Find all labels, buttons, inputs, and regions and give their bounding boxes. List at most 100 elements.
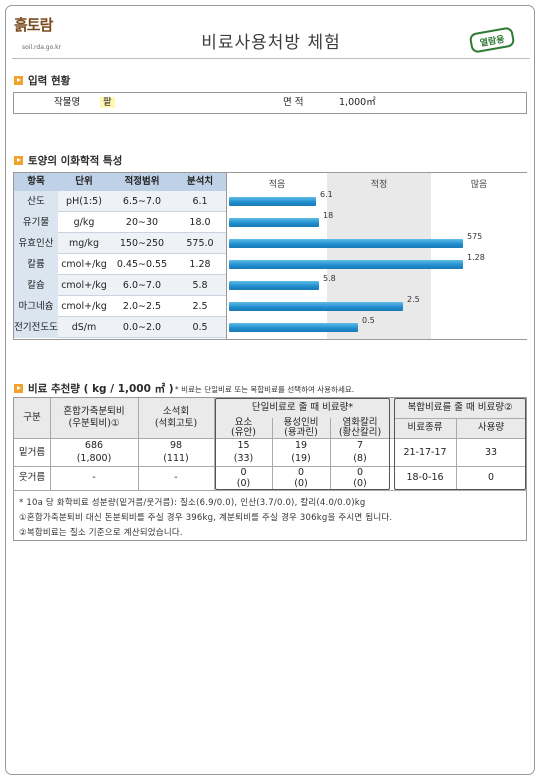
lime-header-line1: 소석회 (162, 406, 190, 417)
compound-type-header: 비료종류 (407, 422, 443, 433)
lime-header-line2: (석회고토) (154, 418, 198, 429)
high-zone (431, 173, 527, 339)
soil-cell-name: 칼슘 (14, 275, 58, 296)
soil-bar (229, 281, 319, 290)
soil-cell-range: 6.0∼7.0 (122, 280, 162, 291)
soil-row: 전기전도도 dS/m 0.0∼2.0 0.5 (14, 317, 226, 338)
soil-bar-label: 575 (467, 231, 483, 241)
top-dressing-potash-alt: (0) (353, 478, 367, 489)
phosphate-header-line1: 용성인비 (283, 417, 319, 428)
top-dressing-phosphate-alt: (0) (294, 478, 308, 489)
soil-section-title: 토양의 이화학적 특성 (14, 153, 122, 168)
fertilizer-section-title: 비료 추천량 ( kg / 1,000 ㎡ ) (14, 381, 174, 396)
grid-line (14, 490, 526, 491)
soil-row: 산도 pH(1:5) 6.5∼7.0 6.1 (14, 191, 226, 212)
soil-cell-value: 6.1 (192, 196, 208, 207)
top-dressing-phosphate-value: 0 (297, 467, 305, 478)
soil-cell-name: 마그네슘 (14, 296, 58, 317)
soil-table-header: 항목 단위 적정범위 분석치 (14, 173, 226, 192)
single-fertilizer-group (215, 398, 390, 490)
basal-compound-amount: 33 (484, 447, 498, 458)
grid-line (14, 438, 526, 439)
crop-value: 팥 (100, 97, 115, 108)
soil-bar (229, 239, 463, 248)
basal-manure-alt: (1,800) (76, 453, 112, 464)
area-label: 면 적 (283, 97, 304, 108)
logo-url: soil.rda.go.kr (22, 44, 62, 51)
basal-phosphate-alt: (19) (291, 453, 311, 464)
manure-header-line1: 혼합가축분퇴비 (63, 406, 125, 417)
soil-cell-value: 1.28 (189, 259, 211, 270)
single-fertilizer-header: 단일비료로 줄 때 비료량* (251, 402, 354, 413)
section-bullet-icon (14, 156, 23, 165)
soil-bar-label: 2.5 (407, 294, 420, 304)
phosphate-header-line2: (용과린) (284, 427, 318, 438)
soil-cell-name: 칼륨 (14, 254, 58, 275)
footnote-manure-alternatives: ①혼합가축분퇴비 대신 돈분퇴비를 주실 경우 396kg, 계분퇴비를 주실 … (19, 513, 393, 523)
basal-lime-value: 98 (169, 440, 183, 451)
soil-header-item: 항목 (27, 176, 45, 187)
input-section-title: 입력 현황 (14, 73, 70, 88)
crop-value-wrap: 팥 (100, 93, 115, 113)
scale-optimal-label: 적정 (370, 180, 388, 190)
soil-bar-label: 18 (323, 210, 334, 220)
grid-line (14, 466, 526, 467)
grid-line (214, 398, 215, 490)
soil-cell-range: 2.0∼2.5 (122, 301, 162, 312)
soil-cell-range: 0.45∼0.55 (116, 259, 168, 270)
soil-cell-unit: cmol+/kg (61, 280, 107, 291)
soil-cell-value: 0.5 (192, 322, 208, 333)
urea-header-line2: (유안) (231, 427, 256, 438)
soil-header-value: 분석치 (186, 176, 214, 187)
soil-bar (229, 302, 403, 311)
top-dressing-potash-value: 0 (356, 467, 364, 478)
fertilizer-section-label: 비료 추천량 ( kg / 1,000 ㎡ ) (28, 383, 174, 395)
basal-potash-value: 7 (356, 440, 364, 451)
soil-bar (229, 197, 316, 206)
soil-bar-label: 0.5 (362, 315, 375, 325)
site-logo[interactable]: 흙토람 soil.rda.go.kr (14, 14, 78, 54)
page-frame (5, 5, 535, 775)
page-title: 비료사용처방 체험 (201, 33, 341, 53)
basal-phosphate-value: 19 (294, 440, 308, 451)
soil-cell-unit: mg/kg (68, 238, 100, 249)
potash-header-line2: (황산칼리) (338, 427, 382, 438)
soil-header-range: 적정범위 (124, 176, 160, 187)
soil-row: 칼슘 cmol+/kg 6.0∼7.0 5.8 (14, 275, 226, 296)
soil-header-unit: 단위 (75, 176, 93, 187)
manure-header-line2: (우분퇴비)① (68, 418, 120, 429)
soil-cell-range: 6.5∼7.0 (122, 196, 162, 207)
footnote-compound-basis: ②복합비료는 질소 기준으로 계산되었습니다. (19, 528, 183, 538)
compound-fertilizer-group (394, 398, 526, 490)
soil-table: 항목 단위 적정범위 분석치 산도 pH(1:5) 6.5∼7.0 6.1 유기물 g/k… (13, 172, 527, 340)
soil-cell-unit: g/kg (73, 217, 95, 228)
soil-section-label: 토양의 이화학적 특성 (28, 155, 123, 167)
soil-cell-unit: cmol+/kg (61, 259, 107, 270)
scale-low-label: 적음 (268, 180, 286, 190)
soil-row: 마그네슘 cmol+/kg 2.0∼2.5 2.5 (14, 296, 226, 317)
basal-urea-alt: (33) (233, 453, 254, 464)
soil-bar-label: 6.1 (320, 189, 333, 199)
input-summary: 작물명 팥 면 적 1,000㎡ (13, 92, 527, 114)
soil-cell-name: 유기물 (14, 212, 58, 233)
top-dressing-row-label: 웃거름 (18, 472, 46, 483)
area-value: 1,000㎡ (339, 97, 376, 108)
potash-header-line1: 염화칼리 (342, 417, 378, 428)
urea-header-line1: 요소 (234, 417, 253, 428)
optimal-zone (327, 173, 431, 339)
top-dressing-lime-value: - (174, 472, 178, 483)
crop-label: 작물명 (54, 97, 81, 108)
basal-potash-alt: (8) (353, 453, 367, 464)
soil-cell-unit: dS/m (71, 322, 97, 333)
grid-line (394, 418, 526, 419)
grid-line (272, 418, 273, 490)
basal-urea-value: 15 (237, 440, 250, 451)
grid-line (456, 418, 457, 490)
soil-bar (229, 323, 358, 332)
soil-row: 유기물 g/kg 20∼30 18.0 (14, 212, 226, 233)
basal-lime-alt: (111) (163, 453, 189, 464)
compound-amount-header: 사용량 (477, 422, 505, 433)
division-header: 구분 (23, 412, 41, 423)
header-divider (12, 58, 530, 59)
